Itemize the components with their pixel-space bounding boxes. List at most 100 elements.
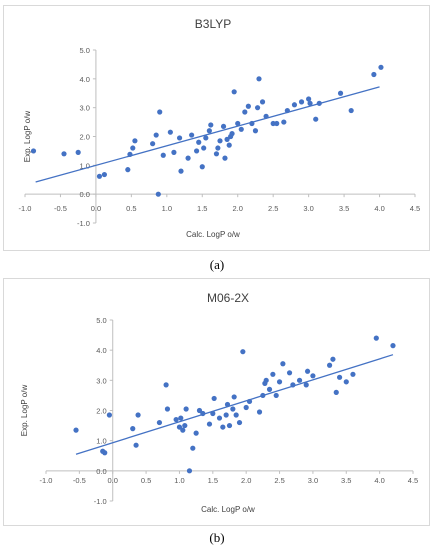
x-tick-label: 4.5	[408, 476, 418, 485]
data-point	[176, 424, 183, 430]
data-point	[266, 386, 273, 392]
data-point	[211, 395, 217, 402]
data-point	[125, 167, 131, 173]
x-tick-label: 2.5	[274, 476, 284, 485]
data-point	[157, 109, 163, 115]
data-point	[96, 173, 103, 179]
x-tick-label: 1.0	[162, 204, 172, 213]
y-tick-label: -1.0	[77, 219, 90, 228]
data-point	[164, 406, 171, 412]
data-point	[223, 412, 229, 418]
y-tick-label: 5.0	[96, 316, 106, 325]
x-tick-label: 0.5	[141, 476, 151, 485]
y-tick-label: 5.0	[79, 46, 89, 55]
x-tick-label: 4.0	[374, 204, 384, 213]
data-point	[348, 107, 354, 114]
data-point	[213, 151, 220, 157]
x-tick-label: 1.5	[208, 476, 218, 485]
data-point	[155, 191, 161, 197]
data-point	[242, 109, 248, 115]
data-point	[343, 379, 349, 385]
caption-b: (b)	[209, 530, 225, 545]
data-point	[171, 149, 177, 155]
data-point	[222, 155, 228, 161]
data-point	[330, 356, 336, 362]
data-point	[390, 343, 396, 349]
x-tick-label: 2.5	[268, 204, 278, 213]
data-point	[270, 371, 276, 377]
data-point	[229, 131, 235, 137]
data-point	[215, 145, 221, 151]
data-point	[290, 382, 296, 388]
caption-a: (a)	[209, 257, 225, 272]
data-point	[167, 129, 173, 135]
data-point	[201, 145, 207, 151]
data-point	[280, 361, 286, 367]
data-point	[304, 368, 311, 374]
data-point	[193, 430, 199, 436]
data-point	[190, 445, 196, 451]
data-point	[350, 371, 356, 377]
x-tick-label: -1.0	[40, 476, 53, 485]
data-point	[236, 419, 243, 426]
data-point	[235, 120, 241, 127]
x-tick-label: 1.0	[174, 476, 184, 485]
data-point	[259, 99, 266, 105]
data-point	[238, 126, 244, 132]
data-point	[337, 90, 344, 96]
data-point	[203, 135, 209, 141]
scatter-chart-b3lyp: B3LYP -1.0 -0.5 0.0 0.5 1.0 1.5 2.0 2.5 3.0 3.5 4.0…	[19, 17, 421, 239]
x-tick-label: -1.0	[19, 204, 32, 213]
data-point	[132, 138, 138, 144]
x-tick-label: 3.0	[308, 476, 318, 485]
y-tick-label: -1.0	[94, 497, 107, 506]
data-point	[199, 164, 205, 170]
data-point	[310, 373, 316, 379]
data-point	[246, 398, 253, 405]
data-point	[61, 151, 67, 157]
data-point	[230, 406, 236, 412]
data-point	[378, 64, 384, 70]
x-tick-label: 0.0	[108, 476, 118, 485]
y-tick-label: 3.0	[96, 376, 106, 385]
data-point	[185, 155, 191, 161]
data-point	[226, 142, 232, 148]
y-tick-label: 3.0	[79, 104, 89, 113]
x-axis-title: Calc. LogP o/w	[201, 505, 255, 514]
data-point	[284, 107, 290, 114]
data-point	[273, 392, 279, 399]
data-point	[173, 416, 179, 423]
data-point	[224, 401, 231, 408]
x-tick-label: 4.5	[410, 204, 420, 213]
trendline	[35, 86, 380, 183]
chart-panel-a: B3LYP -1.0 -0.5 0.0 0.5 1.0 1.5 2.0 2.5 3.0 3.5 4.0…	[3, 5, 430, 251]
data-point	[333, 389, 339, 395]
data-point	[316, 100, 322, 106]
data-point	[307, 100, 313, 106]
data-point	[130, 426, 136, 432]
x-tick-label: 3.0	[303, 204, 313, 213]
data-point	[194, 148, 200, 154]
data-point	[180, 427, 186, 433]
x-tick-label: 4.0	[374, 476, 384, 485]
data-point	[298, 99, 305, 105]
trendline	[75, 354, 394, 455]
data-point	[150, 141, 156, 147]
data-point	[176, 135, 183, 141]
data-point	[291, 102, 298, 108]
x-tick-label: 0.5	[126, 204, 136, 213]
x-tick-label: 2.0	[233, 204, 243, 213]
data-point	[75, 149, 81, 155]
data-point	[274, 120, 280, 127]
y-tick-label: 2.0	[96, 407, 106, 416]
data-point	[296, 377, 303, 383]
y-tick-label: 0.0	[79, 190, 89, 199]
data-point	[371, 71, 377, 78]
data-point	[133, 442, 139, 448]
x-tick-label: -0.5	[73, 476, 86, 485]
chart-title: B3LYP	[195, 17, 231, 31]
scatter-chart-m062x: M06-2X -1.0 -0.5 0.0 0.5 1.0 1.5 2.0 2.5 3.0 3.5 4.…	[20, 291, 418, 514]
data-point	[178, 415, 184, 421]
data-point	[189, 132, 195, 138]
data-point	[286, 370, 293, 376]
